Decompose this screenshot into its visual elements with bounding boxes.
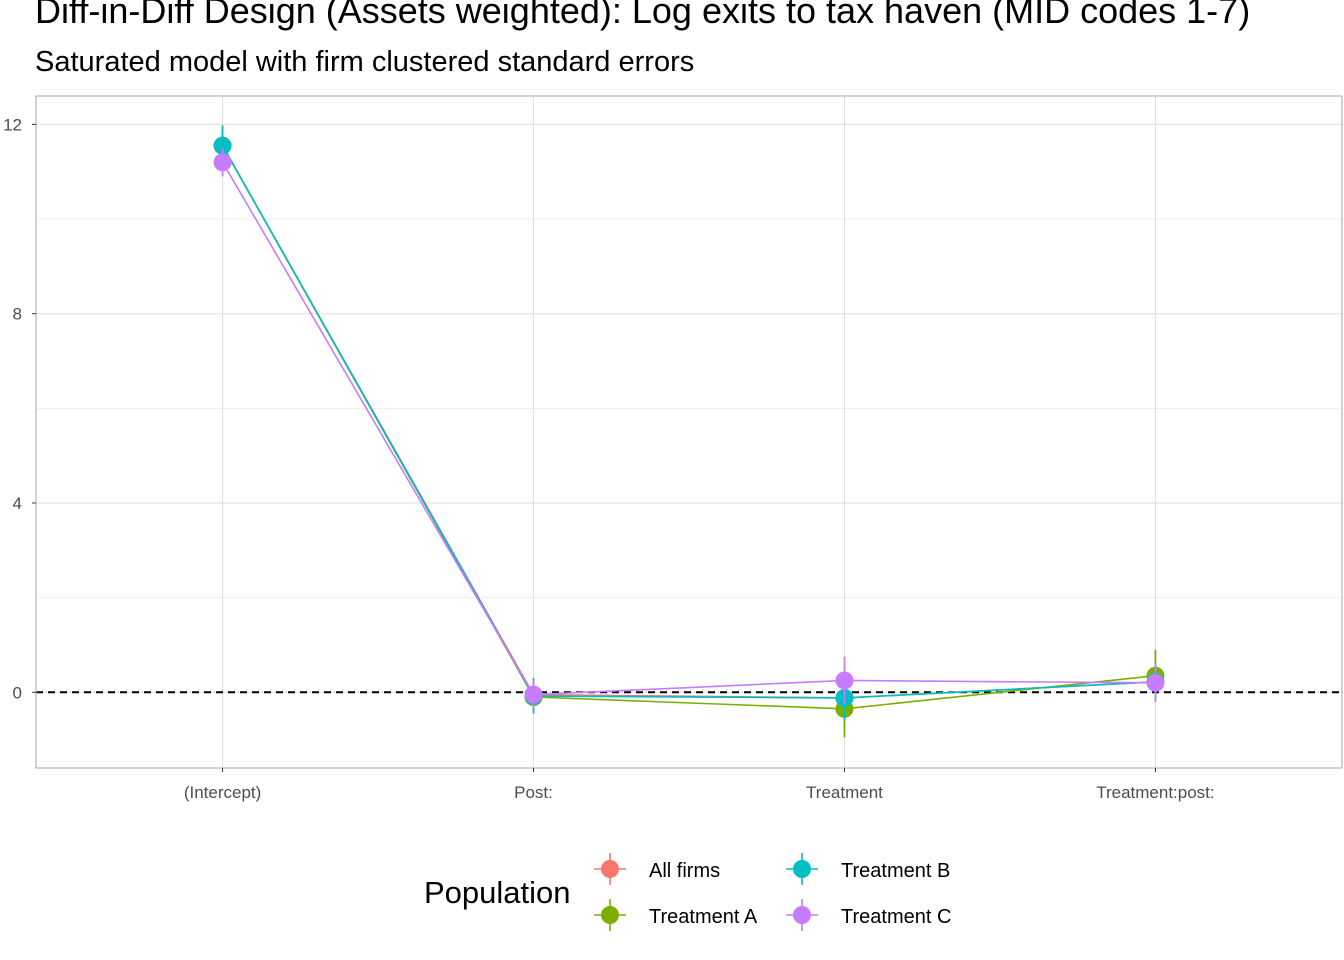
series-line — [221, 145, 1156, 699]
legend-item-treatment-b: Treatment B — [786, 853, 950, 885]
x-tick-label: (Intercept) — [184, 783, 261, 802]
legend-key-point — [793, 906, 811, 924]
data-point — [213, 153, 232, 172]
data-point — [524, 685, 543, 704]
series-all-firms — [213, 126, 1165, 721]
legend-title: Population — [424, 875, 571, 910]
legend-item-all-firms: All firms — [594, 853, 720, 885]
series-line — [221, 145, 1156, 710]
legend-label: Treatment C — [841, 906, 951, 928]
series-line — [221, 161, 1156, 696]
y-tick-label: 0 — [13, 683, 22, 702]
grid-lines — [36, 96, 1342, 768]
series-treatment-b — [213, 125, 1165, 721]
legend: Population All firms Treatment A Treatment … — [424, 853, 951, 931]
legend-label: Treatment B — [841, 860, 950, 882]
legend-label: All firms — [649, 860, 720, 882]
legend-item-treatment-c: Treatment C — [786, 899, 951, 931]
legend-key-point — [793, 860, 811, 878]
chart-subtitle: Saturated model with firm clustered stan… — [35, 46, 695, 78]
legend-key-point — [601, 906, 619, 924]
x-tick-label: Post: — [514, 783, 553, 802]
data-point — [835, 671, 854, 690]
series-treatment-c — [213, 148, 1165, 709]
series-line — [221, 145, 1156, 699]
chart-title: Diff-in-Diff Design (Assets weighted): L… — [35, 0, 1251, 31]
series-layer — [213, 125, 1165, 738]
legend-key-point — [601, 860, 619, 878]
series-treatment-a — [213, 126, 1165, 738]
data-point — [1146, 673, 1165, 692]
legend-label: Treatment A — [649, 906, 758, 928]
x-tick-label: Treatment:post: — [1096, 783, 1214, 802]
x-tick-label: Treatment — [806, 783, 883, 802]
axis-labels: 0 4 8 12 (Intercept) Post: Treatment Treatment:… — [3, 115, 1215, 802]
y-tick-label: 4 — [13, 494, 22, 513]
data-point — [213, 136, 232, 155]
y-tick-label: 8 — [13, 305, 22, 324]
plot-panel-border — [35, 95, 1343, 769]
y-tick-label: 12 — [3, 115, 22, 134]
legend-item-treatment-a: Treatment A — [594, 899, 758, 931]
